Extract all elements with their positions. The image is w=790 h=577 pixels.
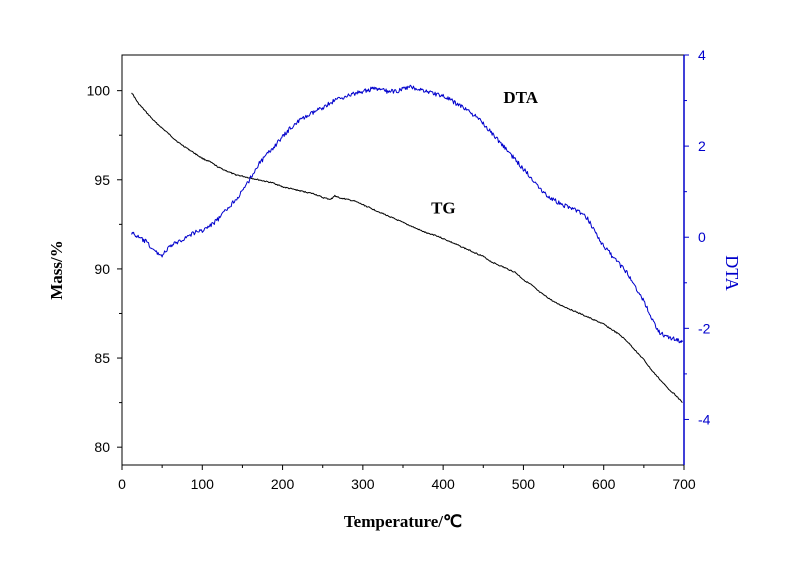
x-tick-label: 400	[431, 476, 455, 492]
plot-frame	[121, 54, 685, 466]
x-tick-label: 700	[672, 476, 696, 492]
y2-tick-label: -2	[698, 320, 711, 336]
annotation-layer: DTA TG	[431, 88, 539, 218]
y-tick-label: 80	[94, 439, 110, 455]
x-tick-label: 0	[118, 476, 126, 492]
y2-tick-label: 2	[698, 138, 706, 154]
right-y-axis-ticks: -4 -2 0 2 4	[684, 47, 711, 427]
x-axis-title: Temperature/℃	[344, 512, 462, 531]
x-tick-label: 300	[351, 476, 375, 492]
x-tick-label: 600	[592, 476, 616, 492]
x-axis-ticks: 0 100 200 300 400 500 600 700	[118, 465, 696, 492]
y2-tick-label: 4	[698, 47, 706, 63]
y-tick-label: 95	[94, 172, 110, 188]
y2-tick-label: -4	[698, 411, 711, 427]
x-tick-label: 100	[191, 476, 215, 492]
left-y-axis-ticks: 80 85 90 95 100	[87, 83, 122, 455]
y-tick-label: 90	[94, 261, 110, 277]
left-axis-title: Mass/%	[47, 240, 66, 300]
series-line-dta	[131, 84, 683, 344]
x-tick-label: 500	[512, 476, 536, 492]
y-tick-label: 100	[87, 83, 111, 99]
x-tick-label: 200	[271, 476, 295, 492]
series-line-tg	[131, 92, 683, 403]
series-layer	[131, 84, 683, 403]
y-tick-label: 85	[94, 350, 110, 366]
y2-tick-label: 0	[698, 229, 706, 245]
series-annotation-dta: DTA	[503, 88, 538, 107]
series-annotation-tg: TG	[431, 199, 456, 218]
right-axis-title: DTA	[722, 255, 742, 291]
